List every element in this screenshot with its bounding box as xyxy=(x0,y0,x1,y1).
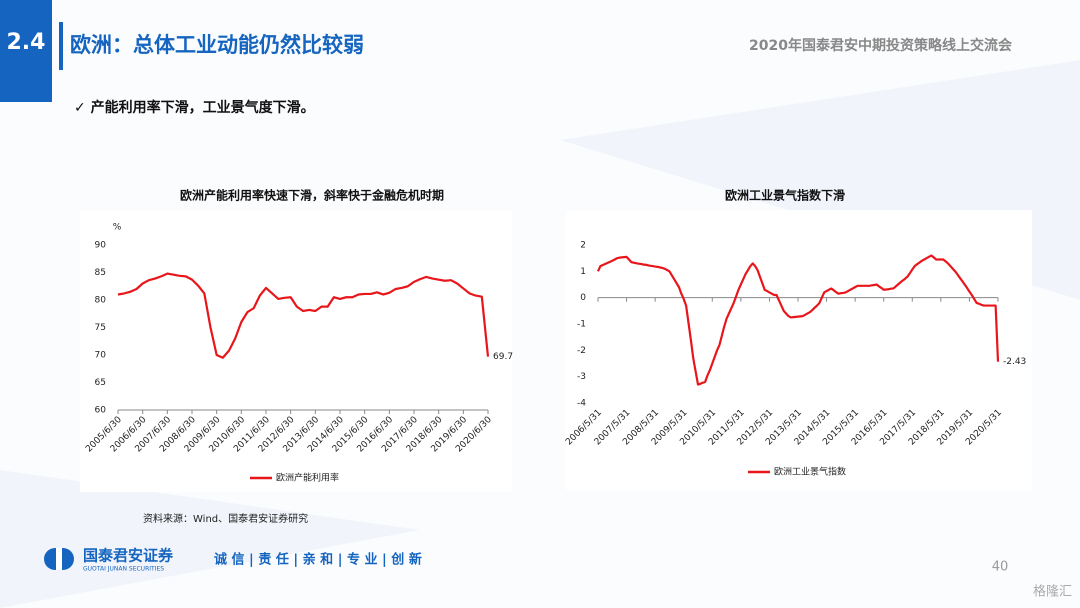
chart-box xyxy=(80,210,512,492)
company-name: 国泰君安证券 xyxy=(83,547,174,565)
logo-mark xyxy=(56,548,62,570)
chart-title: 欧洲产能利用率快速下滑，斜率快于金融危机时期 xyxy=(180,188,444,203)
chart-box xyxy=(566,210,1032,490)
company-name-en: GUOTAI JUNAN SECURITIES xyxy=(83,566,164,573)
y-axis-label: % xyxy=(113,223,122,233)
slide-title: 欧洲：总体工业动能仍然比较弱 xyxy=(70,33,364,57)
data-line xyxy=(596,254,1000,386)
decor xyxy=(0,470,420,608)
watermark: 格隆汇 xyxy=(1033,584,1072,600)
data-label: -2.43 xyxy=(1003,357,1026,367)
section-number: 2.4 xyxy=(7,30,46,55)
legend-label: 欧洲产能利用率 xyxy=(276,472,339,484)
y-tick-label: 65 xyxy=(95,378,106,388)
y-tick-label: -1 xyxy=(577,320,586,330)
y-tick-label: -2 xyxy=(577,346,586,356)
chart-title: 欧洲工业景气指数下滑 xyxy=(725,188,845,203)
y-tick-label: -3 xyxy=(577,372,586,382)
slogan: 诚 信 | 责 任 | 亲 和 | 专 业 | 创 新 xyxy=(214,552,422,568)
y-tick-label: 1 xyxy=(580,267,586,277)
event-name: 2020年国泰君安中期投资策略线上交流会 xyxy=(749,37,1013,54)
bullet: ✓ 产能利用率下滑，工业景气度下滑。 xyxy=(74,99,315,116)
y-tick-label: 70 xyxy=(95,351,107,361)
source: 资料来源：Wind、国泰君安证券研究 xyxy=(143,512,308,525)
title-bar xyxy=(59,22,63,70)
y-tick-label: 80 xyxy=(95,296,107,306)
y-tick-label: -4 xyxy=(577,399,586,409)
y-tick-label: 2 xyxy=(580,241,586,251)
data-label: 69.7 xyxy=(493,352,513,362)
legend-label: 欧洲工业景气指数 xyxy=(774,466,846,478)
y-tick-label: 75 xyxy=(95,323,106,333)
page-number: 40 xyxy=(992,560,1009,575)
section-block xyxy=(0,0,52,102)
y-tick-label: 85 xyxy=(95,268,106,278)
y-tick-label: 90 xyxy=(95,241,107,251)
data-line xyxy=(117,272,490,359)
y-tick-label: 60 xyxy=(95,406,107,416)
y-tick-label: 0 xyxy=(580,293,586,303)
